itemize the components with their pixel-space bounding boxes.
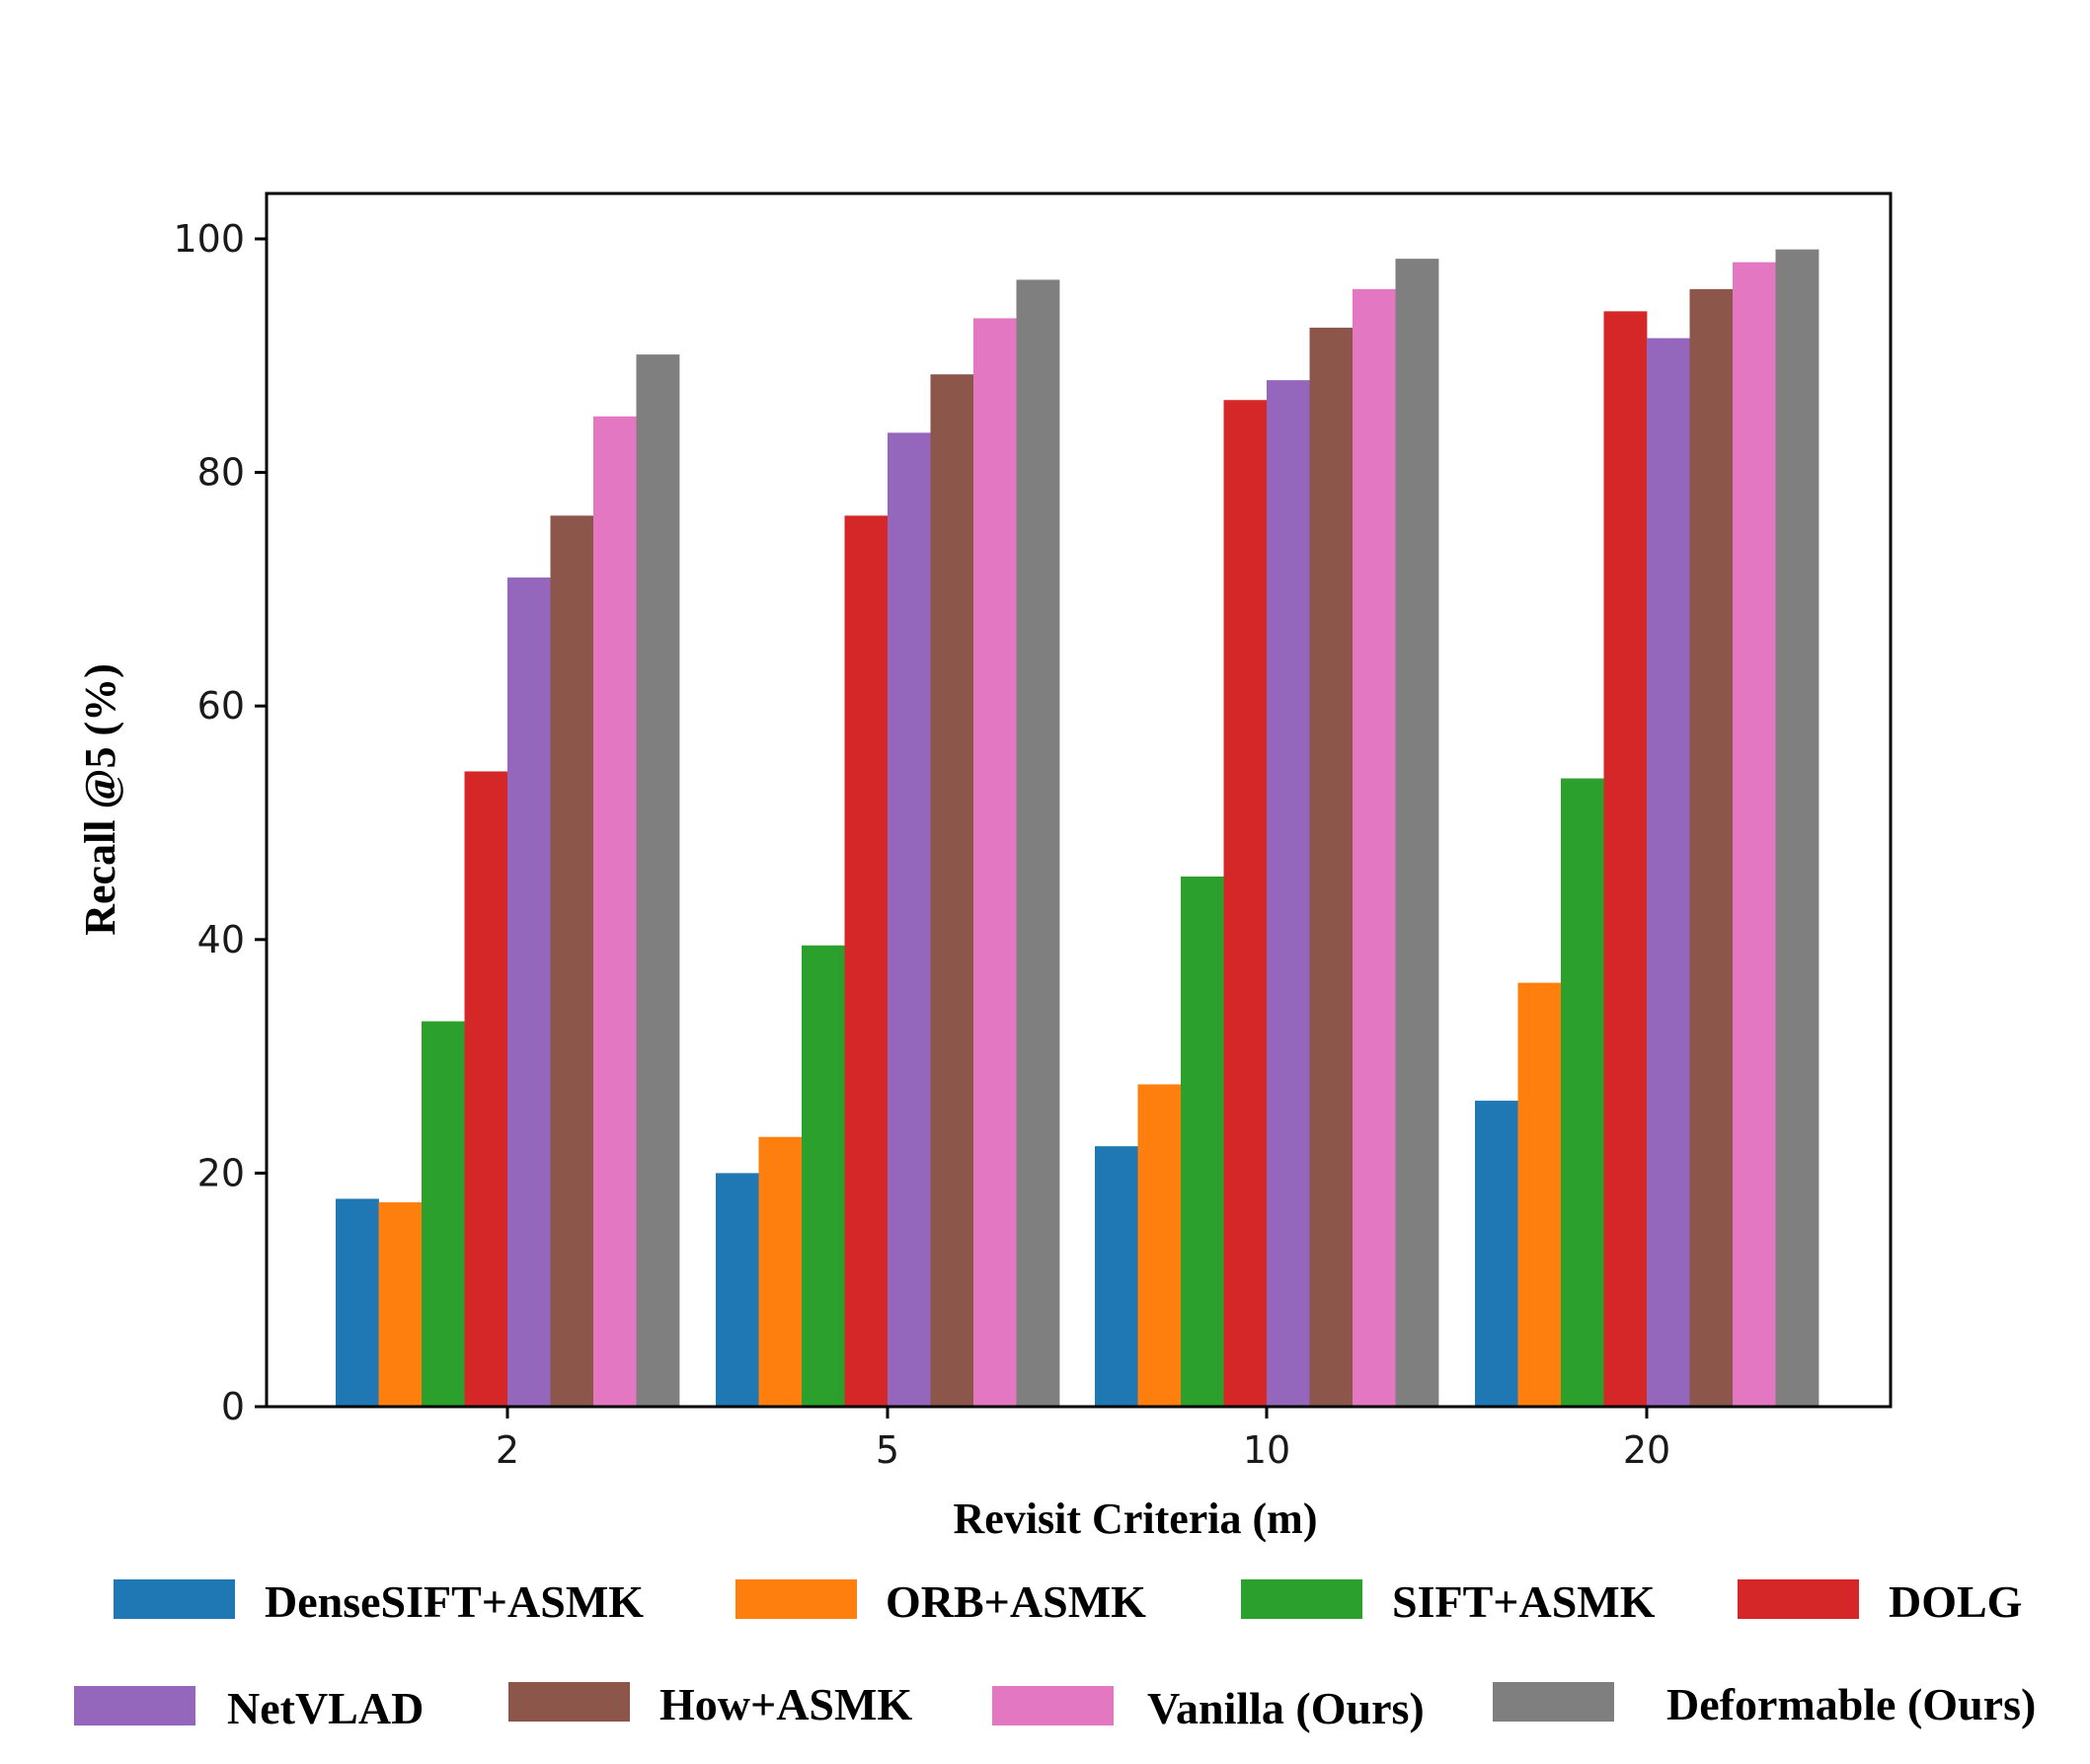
legend-swatch	[114, 1579, 235, 1619]
legend-label: SIFT+ASMK	[1392, 1576, 1656, 1627]
y-tick-label: 20	[197, 1151, 245, 1194]
y-tick-label: 100	[173, 217, 245, 261]
legend-swatch	[1738, 1579, 1859, 1619]
bar-deformable-ours--2	[636, 354, 680, 1407]
legend-label: NetVLAD	[227, 1683, 424, 1733]
bar-sift-asmk-10	[1181, 876, 1224, 1407]
legend-swatch	[1493, 1682, 1614, 1722]
legend-item-dolg: DOLG	[1738, 1576, 2022, 1627]
bars-layer	[336, 249, 1819, 1408]
bar-densesift-asmk-5	[716, 1173, 759, 1407]
legend-swatch	[74, 1686, 195, 1726]
x-axis-title: Revisit Criteria (m)	[954, 1495, 1318, 1543]
bar-vanilla-ours--5	[973, 318, 1017, 1408]
legend-label: Vanilla (Ours)	[1147, 1683, 1425, 1733]
y-axis: 0 20 40 60 80 100	[173, 217, 267, 1428]
x-tick-label: 10	[1243, 1428, 1290, 1472]
bar-densesift-asmk-10	[1095, 1146, 1138, 1407]
bar-netvlad-20	[1647, 338, 1690, 1407]
y-tick-label: 0	[221, 1385, 245, 1428]
bar-how-asmk-20	[1689, 288, 1734, 1407]
bar-dolg-5	[844, 515, 889, 1407]
legend-swatch	[1241, 1579, 1362, 1619]
bar-netvlad-10	[1267, 380, 1310, 1407]
bar-sift-asmk-5	[802, 945, 845, 1407]
legend-label: ORB+ASMK	[886, 1576, 1146, 1627]
bar-how-asmk-5	[930, 374, 974, 1408]
legend-item-netvlad: NetVLAD	[74, 1683, 424, 1733]
legend-label: Deformable (Ours)	[1666, 1679, 2036, 1729]
legend-label: DOLG	[1889, 1576, 2022, 1627]
x-tick-label: 20	[1623, 1428, 1670, 1472]
bar-dolg-20	[1603, 311, 1648, 1408]
bar-densesift-asmk-2	[336, 1198, 379, 1407]
bar-how-asmk-2	[550, 515, 594, 1407]
bar-vanilla-ours--20	[1733, 262, 1776, 1407]
bar-sift-asmk-2	[422, 1021, 465, 1407]
plot-frame	[265, 192, 1893, 1409]
bar-dolg-2	[464, 771, 508, 1407]
legend-item-orb-asmk: ORB+ASMK	[735, 1576, 1146, 1627]
bar-how-asmk-10	[1309, 327, 1354, 1407]
legend-item-deformable-ours-: Deformable (Ours)	[1493, 1679, 2036, 1729]
x-axis: 2 5 10 20	[496, 1407, 1670, 1472]
bar-orb-asmk-2	[378, 1201, 423, 1407]
bar-netvlad-2	[507, 577, 551, 1407]
bar-orb-asmk-20	[1517, 982, 1562, 1407]
y-axis-title: Recall @5 (%)	[76, 663, 124, 936]
x-tick-label: 5	[876, 1428, 899, 1472]
legend-item-vanilla-ours-: Vanilla (Ours)	[992, 1683, 1425, 1733]
legend-label: DenseSIFT+ASMK	[265, 1576, 644, 1627]
bar-netvlad-5	[888, 432, 931, 1407]
legend-item-densesift-asmk: DenseSIFT+ASMK	[114, 1576, 644, 1627]
bar-sift-asmk-20	[1561, 778, 1604, 1407]
legend-label: How+ASMK	[659, 1679, 912, 1729]
legend-swatch	[992, 1686, 1114, 1726]
legend: DenseSIFT+ASMK ORB+ASMK SIFT+ASMK DOLG NetVL…	[74, 1576, 2036, 1733]
bar-orb-asmk-10	[1137, 1084, 1182, 1407]
bar-orb-asmk-5	[758, 1136, 803, 1407]
bar-vanilla-ours--2	[593, 416, 637, 1407]
x-tick-label: 2	[496, 1428, 519, 1472]
bar-vanilla-ours--10	[1353, 288, 1396, 1407]
legend-item-how-asmk: How+ASMK	[508, 1679, 912, 1729]
legend-swatch	[735, 1579, 857, 1619]
legend-swatch	[508, 1682, 630, 1722]
legend-item-sift-asmk: SIFT+ASMK	[1241, 1576, 1656, 1627]
y-tick-label: 80	[197, 451, 245, 495]
bar-deformable-ours--10	[1395, 259, 1439, 1407]
bar-dolg-10	[1223, 400, 1268, 1407]
bar-deformable-ours--5	[1016, 279, 1060, 1407]
y-tick-label: 40	[197, 918, 245, 961]
y-tick-label: 60	[197, 684, 245, 728]
bar-densesift-asmk-20	[1475, 1101, 1518, 1407]
bar-deformable-ours--20	[1775, 249, 1819, 1407]
